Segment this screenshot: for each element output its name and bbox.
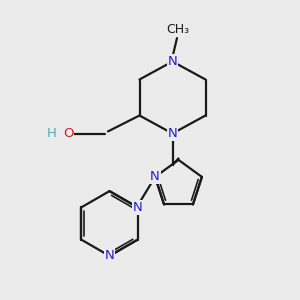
Text: N: N xyxy=(168,127,177,140)
Text: N: N xyxy=(168,55,177,68)
Text: N: N xyxy=(133,201,142,214)
Text: N: N xyxy=(150,170,160,183)
Text: CH₃: CH₃ xyxy=(166,22,189,36)
Text: H: H xyxy=(47,127,56,140)
Text: N: N xyxy=(105,249,114,262)
Text: O: O xyxy=(63,127,74,140)
